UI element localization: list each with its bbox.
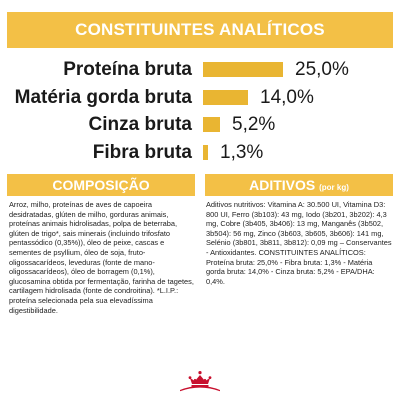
analytical-constituents-title: CONSTITUINTES ANALÍTICOS — [75, 20, 325, 39]
constituent-row: Proteína bruta 25,0% — [0, 56, 400, 84]
analytical-constituents-banner: CONSTITUINTES ANALÍTICOS — [7, 12, 393, 48]
constituent-row: Cinza bruta 5,2% — [0, 111, 400, 139]
constituent-value: 25,0% — [295, 59, 349, 80]
constituent-bar — [203, 144, 208, 160]
additives-title: ADITIVOS — [249, 177, 316, 193]
constituent-bar — [203, 89, 248, 105]
composition-title: COMPOSIÇÃO — [52, 177, 150, 193]
additives-subtitle: (por kg) — [319, 183, 349, 192]
constituent-bar — [203, 62, 283, 77]
additives-text: Aditivos nutritivos: Vitamina A: 30.500 … — [206, 200, 392, 286]
royal-canin-crown-logo — [180, 371, 220, 392]
constituent-label: Matéria gorda bruta — [14, 86, 192, 108]
constituent-value: 1,3% — [220, 141, 264, 163]
constituent-label: Cinza bruta — [88, 114, 192, 135]
composition-banner: COMPOSIÇÃO — [7, 174, 195, 196]
constituent-bar — [203, 117, 220, 132]
constituent-label: Fibra bruta — [92, 141, 192, 163]
constituent-row: Matéria gorda bruta 14,0% — [0, 84, 400, 112]
constituents-list: Proteína bruta 25,0% Matéria gorda bruta… — [0, 56, 400, 166]
constituent-label: Proteína bruta — [63, 59, 192, 80]
constituent-value: 5,2% — [232, 114, 276, 135]
additives-banner: ADITIVOS (por kg) — [205, 174, 393, 196]
constituent-value: 14,0% — [260, 86, 314, 108]
composition-text: Arroz, milho, proteínas de aves de capoe… — [9, 200, 194, 315]
constituent-row: Fibra bruta 1,3% — [0, 139, 400, 167]
